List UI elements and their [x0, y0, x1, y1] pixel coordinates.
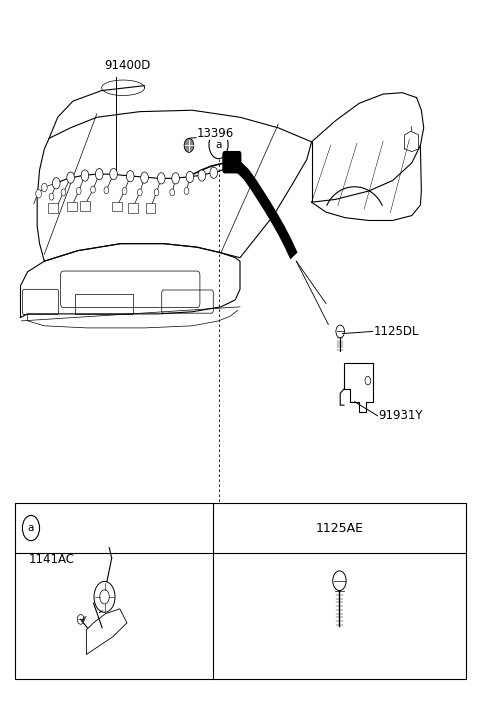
Bar	[80, 201, 90, 211]
Bar	[128, 203, 138, 213]
Circle shape	[186, 171, 194, 183]
Circle shape	[157, 173, 165, 184]
Circle shape	[49, 193, 54, 200]
Circle shape	[81, 170, 89, 181]
Bar	[75, 294, 132, 314]
Circle shape	[61, 189, 66, 196]
Circle shape	[52, 178, 60, 189]
Circle shape	[137, 189, 142, 196]
Circle shape	[41, 183, 47, 192]
Circle shape	[76, 188, 81, 195]
Bar	[145, 203, 155, 213]
Text: 1125DL: 1125DL	[373, 325, 419, 338]
Circle shape	[154, 189, 159, 196]
Bar	[15, 503, 466, 679]
Circle shape	[67, 172, 74, 183]
Circle shape	[172, 173, 180, 184]
Circle shape	[210, 167, 217, 178]
Polygon shape	[231, 157, 298, 259]
Text: 91400D: 91400D	[104, 59, 150, 72]
Circle shape	[365, 376, 371, 385]
Text: 1141AC: 1141AC	[29, 553, 75, 566]
Text: 91931Y: 91931Y	[378, 409, 423, 422]
Circle shape	[23, 515, 39, 541]
Circle shape	[122, 188, 127, 195]
Text: a: a	[28, 523, 34, 533]
Circle shape	[141, 172, 148, 183]
Text: 13396: 13396	[197, 127, 234, 140]
Bar	[67, 202, 77, 212]
Circle shape	[104, 187, 109, 194]
Circle shape	[184, 138, 194, 152]
Circle shape	[198, 170, 205, 181]
Circle shape	[110, 168, 117, 180]
Bar	[112, 202, 121, 212]
Circle shape	[170, 189, 175, 196]
Text: a: a	[216, 140, 222, 149]
Bar	[48, 203, 58, 213]
Text: 1125AE: 1125AE	[315, 522, 363, 534]
FancyBboxPatch shape	[222, 151, 241, 173]
Circle shape	[209, 130, 228, 159]
Circle shape	[126, 171, 134, 182]
Circle shape	[184, 188, 189, 195]
Circle shape	[36, 190, 41, 198]
Circle shape	[96, 168, 103, 180]
Circle shape	[91, 186, 96, 193]
